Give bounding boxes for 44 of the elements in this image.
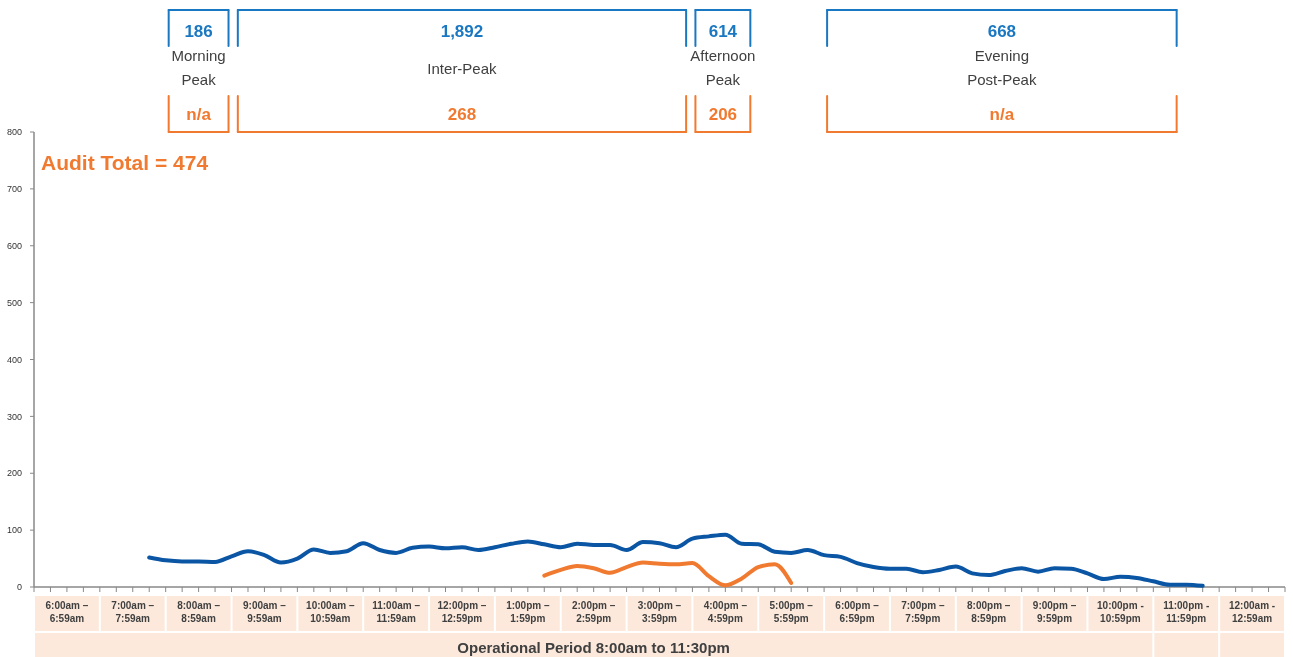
- x-tick-label: 5:00pm – 5:59pm: [769, 600, 814, 624]
- x-tick-label: 4:00pm – 4:59pm: [703, 600, 748, 624]
- y-tick-label: 800: [6, 127, 22, 138]
- x-tick-label: 7:00am – 7:59am: [111, 600, 155, 624]
- x-axis-title: Operational Period 8:00am to 11:30pm: [457, 639, 730, 656]
- y-tick-label: 300: [6, 411, 22, 422]
- text: Inter-Peak: [427, 60, 498, 77]
- text: 614: [708, 22, 738, 41]
- y-tick-label: 500: [6, 297, 22, 308]
- text: n/a: [989, 105, 1015, 124]
- text: 186: [184, 22, 213, 41]
- x-tick-label: 6:00pm – 6:59pm: [835, 600, 880, 624]
- text: Morning Peak: [171, 47, 226, 88]
- text: n/a: [186, 105, 212, 124]
- y-tick-label: 400: [6, 354, 22, 365]
- text: Afternoon Peak: [690, 47, 756, 88]
- line-series: [542, 560, 794, 588]
- y-tick-label: 100: [6, 525, 22, 536]
- x-tick-label: 8:00am – 8:59am: [177, 600, 221, 624]
- annotation: Audit Total = 474: [41, 151, 209, 174]
- y-tick-label: 700: [6, 184, 22, 195]
- text: 206: [708, 105, 738, 124]
- y-tick-label: 600: [6, 240, 22, 251]
- text: Evening Post-Peak: [967, 47, 1037, 88]
- x-tick-label: 3:00pm – 3:59pm: [637, 600, 682, 624]
- x-tick-label: 12:00am - 12:59am: [1229, 600, 1276, 624]
- x-tick-label: 10:00am – 10:59am: [306, 600, 355, 624]
- x-tick-label: 12:00pm – 12:59pm: [437, 600, 487, 624]
- x-tick-label: 1:00pm – 1:59pm: [506, 600, 550, 624]
- x-tick-label: 6:00am – 6:59am: [45, 600, 89, 624]
- x-tick-label: 7:00pm – 7:59pm: [901, 600, 945, 624]
- x-tick-label: 8:00pm – 8:59pm: [967, 600, 1011, 624]
- text: 1,892: [440, 22, 484, 41]
- text: 668: [987, 22, 1017, 41]
- x-tick-label: 10:00pm - 10:59pm: [1097, 600, 1144, 624]
- x-tick-label: 9:00am – 9:59am: [243, 600, 287, 624]
- x-tick-label: 9:00pm – 9:59pm: [1032, 600, 1077, 624]
- y-tick-label: 0: [16, 582, 22, 593]
- line-series: [147, 532, 1205, 588]
- x-tick-label: 2:00pm – 2:59pm: [571, 600, 616, 624]
- x-tick-label: 11:00am – 11:59am: [372, 600, 421, 624]
- y-tick-label: 200: [6, 468, 22, 479]
- x-tick-label: 11:00pm - 11:59pm: [1163, 600, 1210, 624]
- text: 268: [447, 105, 477, 124]
